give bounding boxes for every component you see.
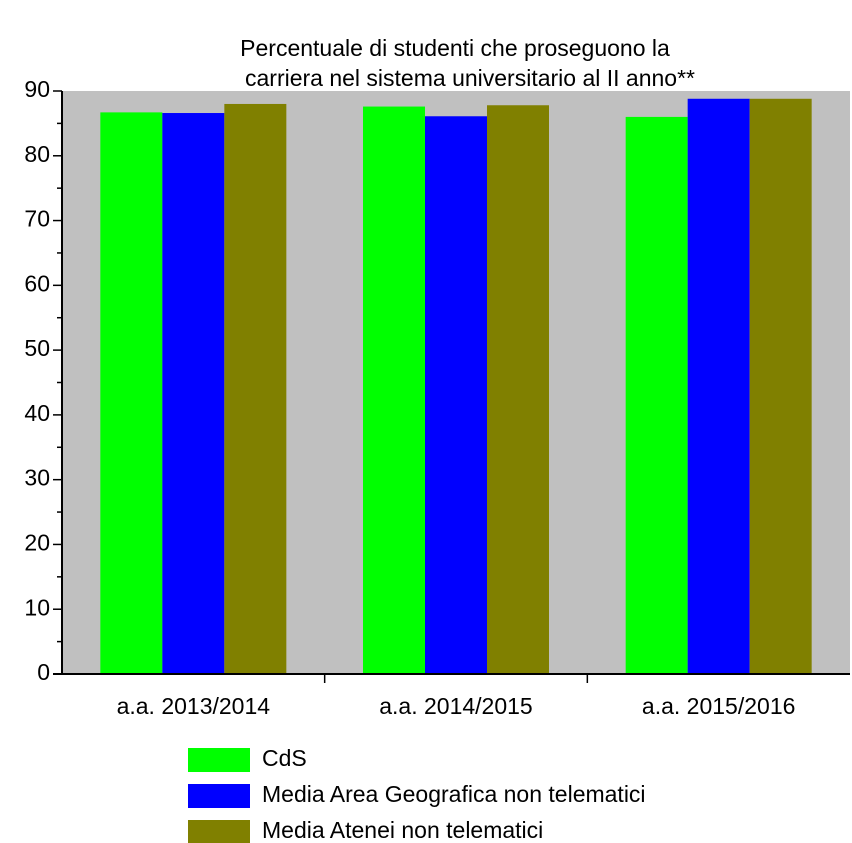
bar bbox=[162, 113, 225, 675]
bar bbox=[425, 116, 487, 675]
bar bbox=[625, 116, 688, 674]
y-tick-label: 50 bbox=[24, 335, 50, 361]
bar bbox=[487, 105, 549, 675]
legend-label: Media Area Geografica non telematici bbox=[262, 781, 646, 807]
legend-label: Media Atenei non telematici bbox=[262, 817, 543, 843]
chart-title: carriera nel sistema universitario al II… bbox=[245, 65, 695, 91]
x-tick-label: a.a. 2014/2015 bbox=[379, 693, 532, 719]
y-tick-label: 80 bbox=[24, 141, 50, 167]
x-tick-label: a.a. 2013/2014 bbox=[117, 693, 271, 719]
legend-swatch bbox=[188, 784, 250, 808]
y-tick-label: 60 bbox=[24, 270, 50, 296]
legend-swatch bbox=[188, 820, 250, 843]
bar bbox=[363, 106, 425, 674]
y-tick-label: 30 bbox=[24, 465, 50, 491]
bar bbox=[224, 103, 287, 674]
x-tick-label: a.a. 2015/2016 bbox=[642, 693, 795, 719]
bar bbox=[687, 98, 750, 675]
chart-title: Percentuale di studenti che proseguono l… bbox=[240, 35, 670, 61]
bar bbox=[100, 112, 163, 675]
y-tick-label: 0 bbox=[37, 659, 50, 685]
y-tick-label: 40 bbox=[24, 400, 50, 426]
legend-label: CdS bbox=[262, 745, 307, 771]
y-tick-label: 90 bbox=[24, 76, 50, 102]
legend-swatch bbox=[188, 748, 250, 772]
y-tick-label: 20 bbox=[24, 530, 50, 556]
bar bbox=[749, 98, 812, 675]
y-tick-label: 70 bbox=[24, 206, 50, 232]
y-tick-label: 10 bbox=[24, 594, 50, 620]
